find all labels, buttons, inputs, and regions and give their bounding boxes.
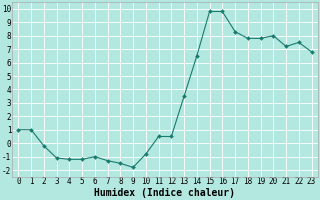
- X-axis label: Humidex (Indice chaleur): Humidex (Indice chaleur): [94, 188, 236, 198]
